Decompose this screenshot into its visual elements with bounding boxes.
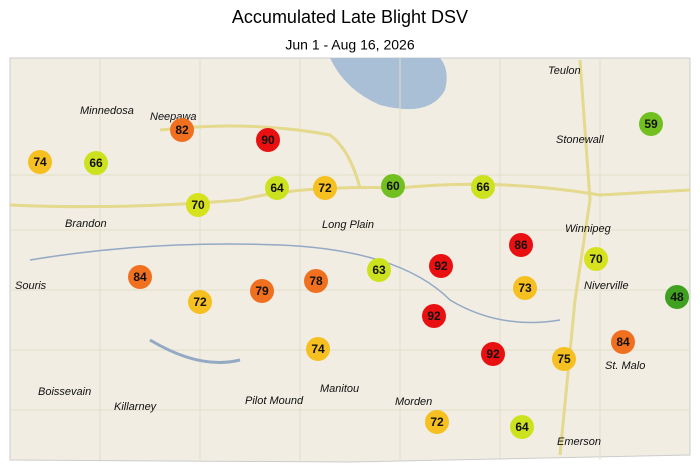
- town-label: Long Plain: [322, 219, 374, 231]
- station-value: 82: [175, 123, 189, 137]
- station-value: 92: [486, 347, 500, 361]
- station-value: 92: [427, 309, 441, 323]
- station-value: 60: [386, 179, 400, 193]
- station-value: 92: [434, 259, 448, 273]
- station-marker: [84, 151, 108, 175]
- station-marker: [188, 290, 212, 314]
- station-value: 86: [514, 238, 528, 252]
- station-marker: [170, 118, 194, 142]
- station-value: 74: [33, 155, 47, 169]
- station-value: 72: [430, 415, 444, 429]
- station-marker: [509, 233, 533, 257]
- station-value: 73: [518, 281, 532, 295]
- town-label: Boissevain: [38, 386, 91, 398]
- station-value: 59: [644, 117, 658, 131]
- station-value: 74: [311, 342, 325, 356]
- station-marker: [611, 330, 635, 354]
- station-marker: [584, 247, 608, 271]
- station-marker: [513, 276, 537, 300]
- subtitle: Jun 1 - Aug 16, 2026: [285, 37, 414, 53]
- station-marker: [306, 337, 330, 361]
- station-value: 64: [270, 181, 284, 195]
- station-marker: [367, 258, 391, 282]
- town-label: St. Malo: [605, 360, 645, 372]
- town-label: Souris: [15, 280, 47, 292]
- station-value: 70: [191, 198, 205, 212]
- town-label: Stonewall: [556, 134, 604, 146]
- station-marker: [665, 285, 689, 309]
- station-value: 84: [133, 270, 147, 284]
- station-value: 48: [670, 290, 684, 304]
- station-marker: [186, 193, 210, 217]
- town-label: Morden: [395, 396, 432, 408]
- station-marker: [510, 415, 534, 439]
- station-marker: [481, 342, 505, 366]
- station-value: 79: [255, 284, 269, 298]
- station-marker: [304, 269, 328, 293]
- basemap: [9, 57, 691, 463]
- station-value: 84: [616, 335, 630, 349]
- station-marker: [425, 410, 449, 434]
- station-marker: [265, 176, 289, 200]
- station-value: 64: [515, 420, 529, 434]
- station-value: 78: [309, 274, 323, 288]
- town-label: Manitou: [320, 383, 359, 395]
- station-value: 72: [318, 181, 332, 195]
- town-label: Winnipeg: [565, 223, 612, 235]
- station-marker: [256, 128, 280, 152]
- station-value: 63: [372, 263, 386, 277]
- town-label: Pilot Mound: [245, 395, 304, 407]
- town-label: Emerson: [557, 436, 601, 448]
- station-value: 66: [476, 180, 490, 194]
- station-value: 70: [589, 252, 603, 266]
- station-value: 66: [89, 156, 103, 170]
- town-label: Niverville: [584, 280, 629, 292]
- station-value: 90: [261, 133, 275, 147]
- town-label: Brandon: [65, 218, 107, 230]
- title: Accumulated Late Blight DSV: [232, 7, 468, 27]
- station-marker: [552, 347, 576, 371]
- station-marker: [422, 304, 446, 328]
- station-value: 72: [193, 295, 207, 309]
- station-marker: [381, 174, 405, 198]
- station-value: 75: [557, 352, 571, 366]
- station-marker: [128, 265, 152, 289]
- station-marker: [28, 150, 52, 174]
- station-marker: [429, 254, 453, 278]
- town-label: Teulon: [548, 65, 581, 77]
- station-marker: [471, 175, 495, 199]
- town-label: Minnedosa: [80, 105, 134, 117]
- station-marker: [250, 279, 274, 303]
- town-label: Killarney: [114, 401, 158, 413]
- station-marker: [313, 176, 337, 200]
- station-marker: [639, 112, 663, 136]
